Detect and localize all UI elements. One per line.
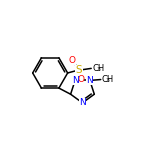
Text: N: N (79, 98, 86, 107)
Text: O: O (69, 55, 76, 65)
Text: CH: CH (101, 75, 113, 84)
Text: N: N (86, 76, 93, 85)
Text: CH: CH (92, 64, 105, 73)
Text: S: S (76, 65, 82, 75)
Text: 3: 3 (105, 78, 109, 83)
Text: 3: 3 (97, 67, 100, 72)
Text: O: O (77, 75, 84, 84)
Text: N: N (72, 76, 79, 85)
